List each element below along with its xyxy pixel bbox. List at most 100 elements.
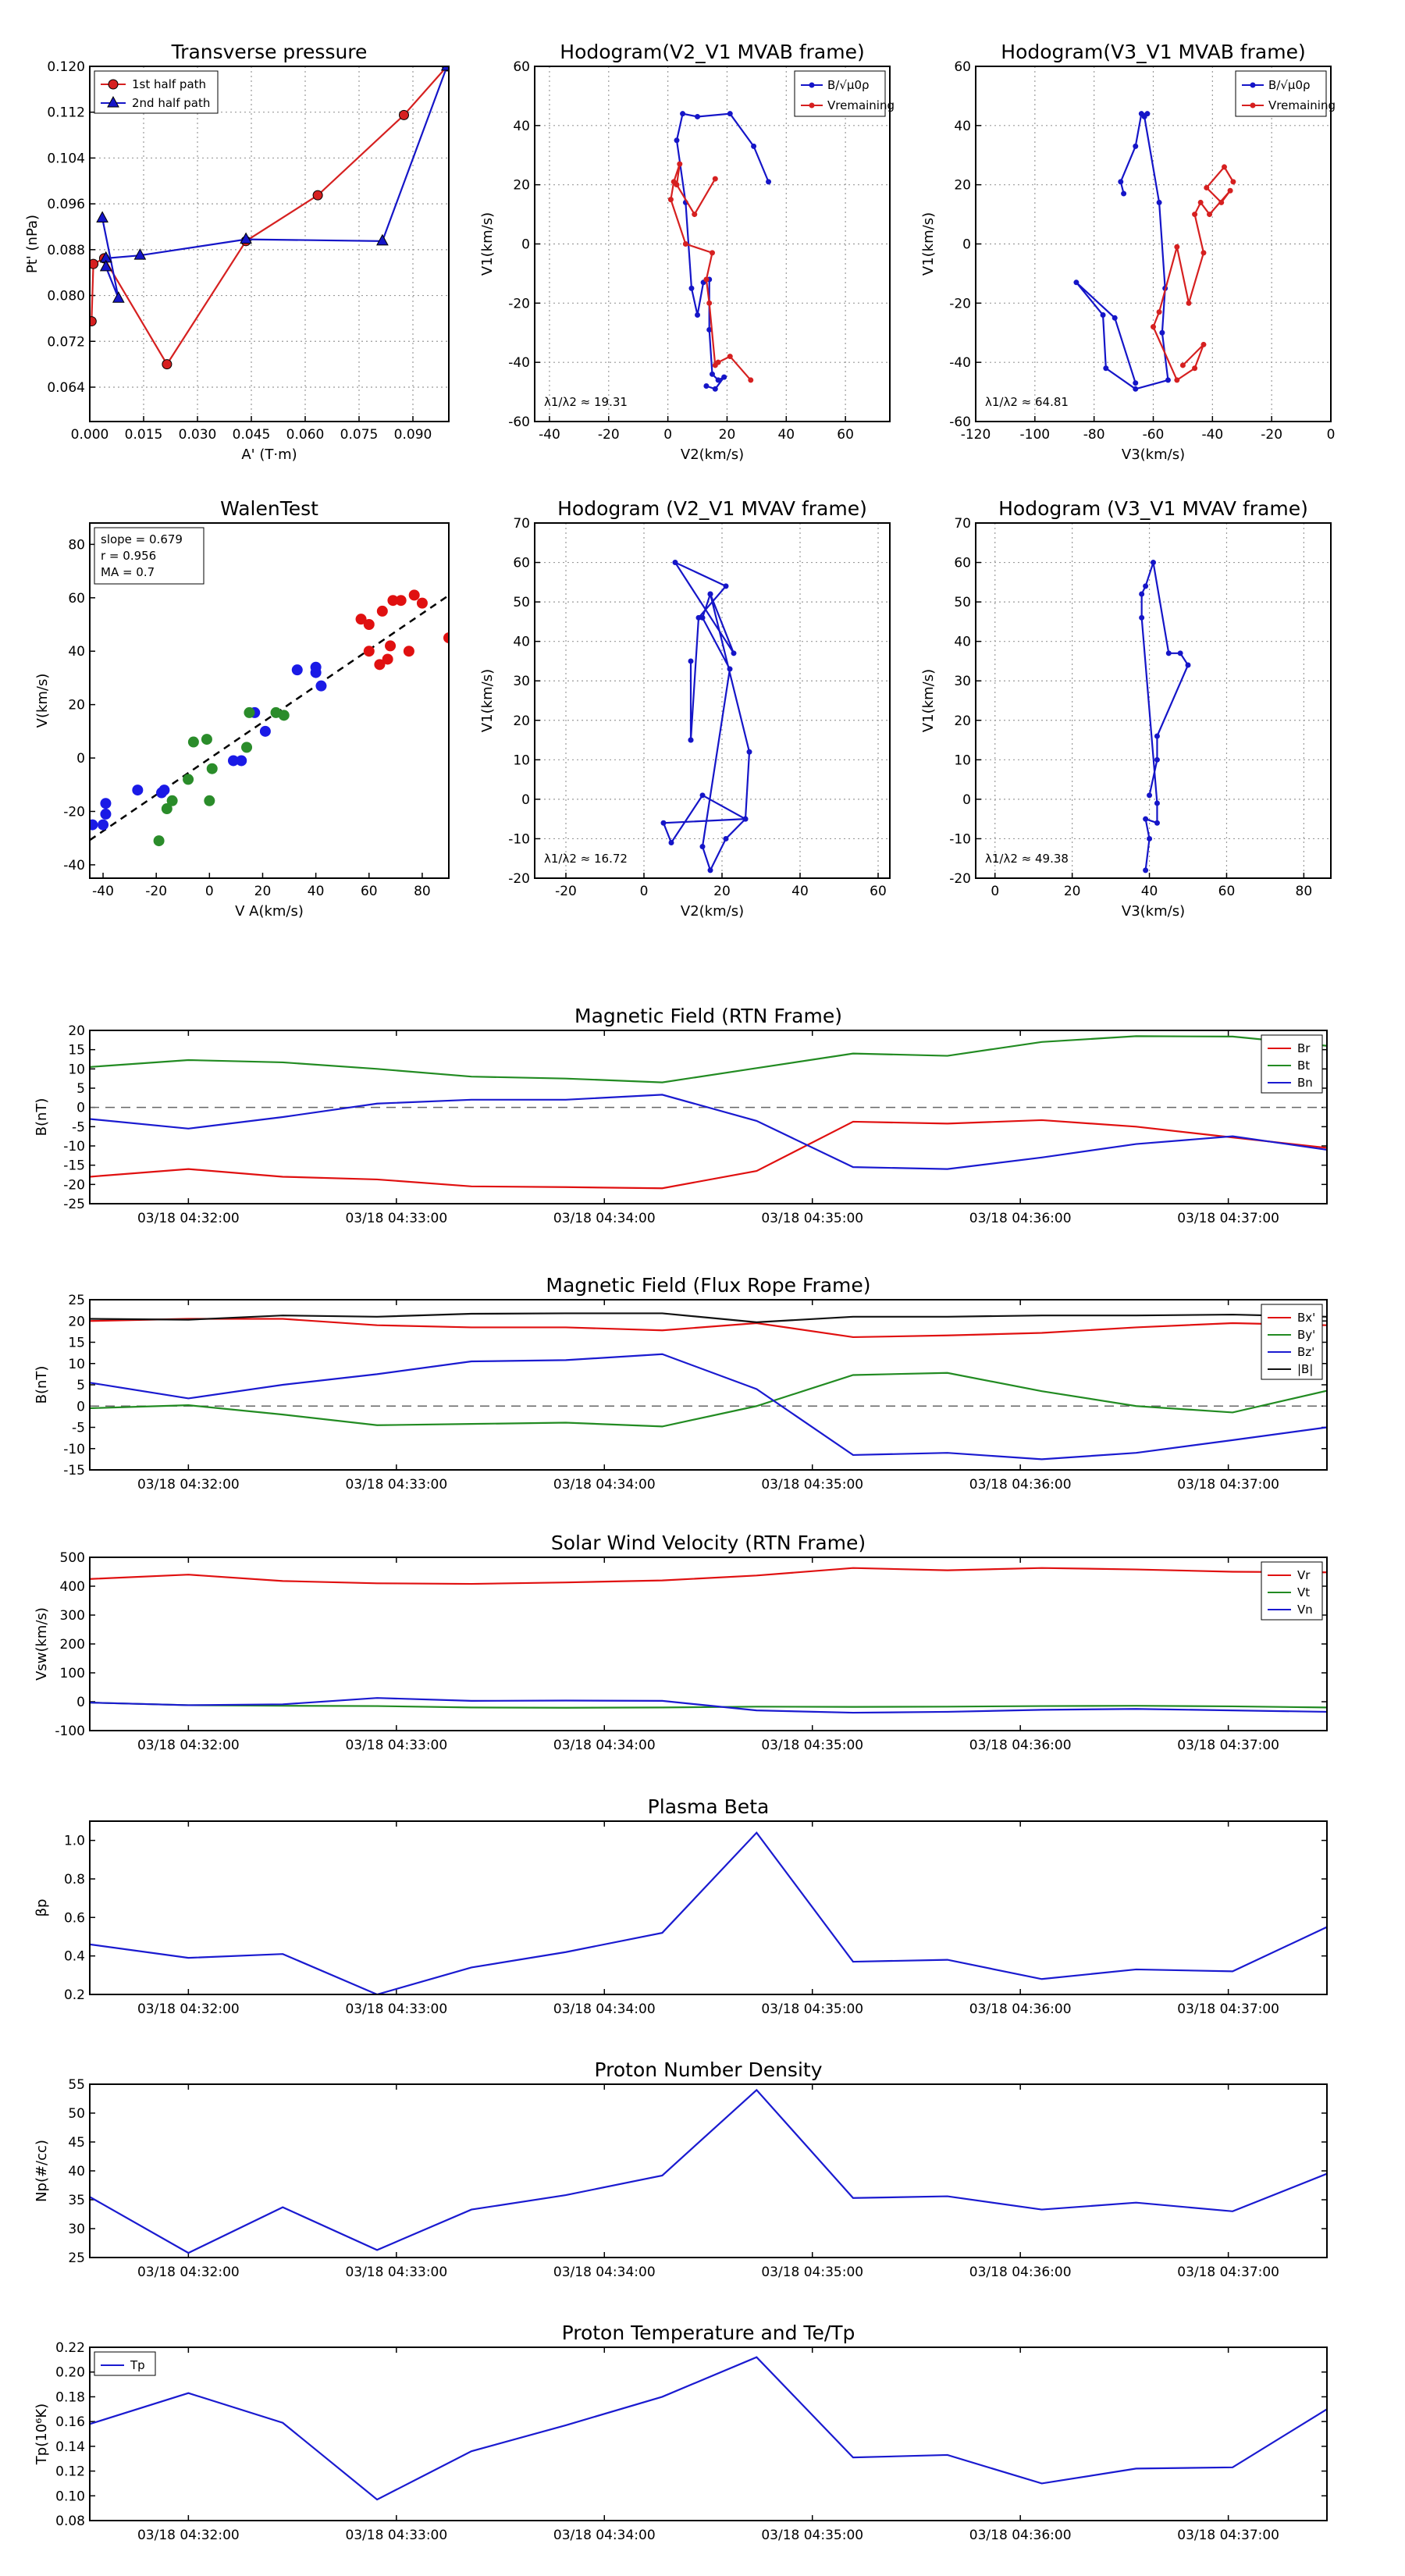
plot-area <box>90 1300 1327 1470</box>
y-tick-label: -20 <box>949 871 971 887</box>
data-point <box>1222 164 1227 170</box>
x-tick-label: 40 <box>777 427 795 443</box>
y-tick-label: 0.112 <box>47 105 85 121</box>
y-tick-label: 0.14 <box>55 2439 85 2455</box>
chart-title: Plasma Beta <box>648 1795 770 1818</box>
x-tick-label: 03/18 04:32:00 <box>137 1211 240 1226</box>
series-line-0 <box>662 560 751 873</box>
legend-box <box>1261 1034 1323 1094</box>
ratio-annotation: λ1/λ2 ≈ 64.81 <box>985 395 1069 409</box>
plot-frame <box>89 1299 1328 1471</box>
x-tick-label: 0 <box>1327 427 1336 443</box>
plot-frame <box>89 66 450 422</box>
data-point <box>677 161 683 167</box>
x-tick-label: 03/18 04:32:00 <box>137 2001 240 2017</box>
y-axis-label: V1(km/s) <box>920 669 937 732</box>
y-tick-label: 10 <box>513 753 530 768</box>
data-point <box>1218 199 1225 205</box>
chart-title: Hodogram (V3_V1 MVAV frame) <box>998 497 1308 520</box>
y-tick-label: 0 <box>962 237 971 253</box>
data-point <box>710 371 715 377</box>
plot-frame <box>975 522 1332 879</box>
y-tick-label: 0.104 <box>47 151 85 166</box>
y-tick-label: 0 <box>76 1695 85 1710</box>
data-point <box>161 803 173 815</box>
data-point <box>1147 792 1153 799</box>
y-tick-label: 60 <box>513 59 530 75</box>
data-layer <box>90 66 449 370</box>
data-point <box>96 211 108 222</box>
x-tick-label: 03/18 04:34:00 <box>553 2001 656 2017</box>
data-point <box>727 666 733 672</box>
data-point <box>259 725 271 737</box>
plot-area <box>90 2347 1327 2521</box>
ts6-chart: 03/18 04:32:00 03/18 04:33:00 03/18 04:34:… <box>34 2322 1328 2543</box>
h3-chart: -20 0 20 40 60 -20 -10 0 10 20 30 40 50 60 70 Hodogram … <box>479 497 891 920</box>
legend-marker <box>1250 82 1256 88</box>
y-tick-label: -40 <box>508 355 530 371</box>
data-point <box>699 844 706 850</box>
y-tick-label: 0 <box>76 1399 85 1414</box>
data-point <box>187 736 199 748</box>
x-tick-label: 03/18 04:34:00 <box>553 1477 656 1493</box>
data-layer <box>667 111 772 392</box>
x-tick-label: 03/18 04:37:00 <box>1177 1477 1279 1493</box>
x-tick-label: 40 <box>791 884 809 899</box>
legend: Bx' By' Bz' |B| <box>1261 1304 1323 1380</box>
data-point <box>1154 733 1160 739</box>
chart-title: Proton Number Density <box>595 2058 823 2081</box>
x-tick-label: 03/18 04:35:00 <box>761 2265 863 2280</box>
x-tick-label: 03/18 04:35:00 <box>761 2001 863 2017</box>
chart-title: Hodogram (V2_V1 MVAV frame) <box>557 497 867 520</box>
legend-label: Vremaining <box>1268 98 1336 112</box>
x-tick-label: 03/18 04:33:00 <box>345 2265 447 2280</box>
x-tick-label: 03/18 04:34:00 <box>553 1211 656 1226</box>
ts2-chart: 03/18 04:32:00 03/18 04:33:00 03/18 04:34:… <box>34 1274 1328 1493</box>
x-tick-label: -40 <box>1201 427 1223 443</box>
legend-label: Tp <box>130 2358 145 2372</box>
data-point <box>1200 341 1207 347</box>
x-tick-label: 03/18 04:36:00 <box>969 2001 1072 2017</box>
data-point <box>1174 244 1180 250</box>
data-point <box>699 614 706 621</box>
y-tick-label: 0.08 <box>55 2514 85 2529</box>
x-tick-label: 03/18 04:33:00 <box>345 1738 447 1753</box>
legend-marker <box>107 95 119 108</box>
chart-title: Proton Temperature and Te/Tp <box>562 2322 855 2344</box>
y-axis-label: B(nT) <box>34 1366 50 1404</box>
data-point <box>1151 324 1156 330</box>
y-axis-label: Np(#/cc) <box>34 2140 50 2202</box>
plot-frame <box>89 2083 1328 2258</box>
ratio-annotation: λ1/λ2 ≈ 49.38 <box>985 852 1069 866</box>
y-tick-label: 10 <box>68 1062 85 1077</box>
data-point <box>90 819 98 831</box>
x-tick-label: 40 <box>1141 884 1158 899</box>
y-tick-label: 25 <box>68 1293 85 1308</box>
x-tick-label: 03/18 04:33:00 <box>345 1211 447 1226</box>
data-point <box>688 658 694 664</box>
series-line-np <box>90 2088 1327 2254</box>
plot-frame <box>534 66 891 422</box>
chart-title: Solar Wind Velocity (RTN Frame) <box>551 1532 866 1554</box>
data-point <box>723 583 729 589</box>
x-tick-label: 03/18 04:37:00 <box>1177 2265 1279 2280</box>
data-point <box>183 774 194 785</box>
data-point <box>166 795 178 806</box>
series-line-beta <box>90 1831 1327 1994</box>
y-axis-label: Tp(10⁶K) <box>34 2403 50 2465</box>
x-tick-label: 60 <box>1218 884 1236 899</box>
x-tick-label: 60 <box>837 427 854 443</box>
chart-title: Magnetic Field (Flux Rope Frame) <box>546 1274 870 1297</box>
x-tick-label: 03/18 04:34:00 <box>553 1738 656 1753</box>
y-tick-label: -10 <box>63 1442 85 1457</box>
data-point <box>1192 365 1198 372</box>
series-line-vt <box>90 1702 1327 1709</box>
data-point <box>1143 816 1149 822</box>
data-point <box>699 792 706 799</box>
series-line-vn <box>90 1697 1327 1714</box>
data-point <box>440 66 449 71</box>
plot-area <box>976 66 1331 422</box>
x-tick-label: 0.000 <box>71 427 109 443</box>
y-tick-label: 0.064 <box>47 380 85 396</box>
